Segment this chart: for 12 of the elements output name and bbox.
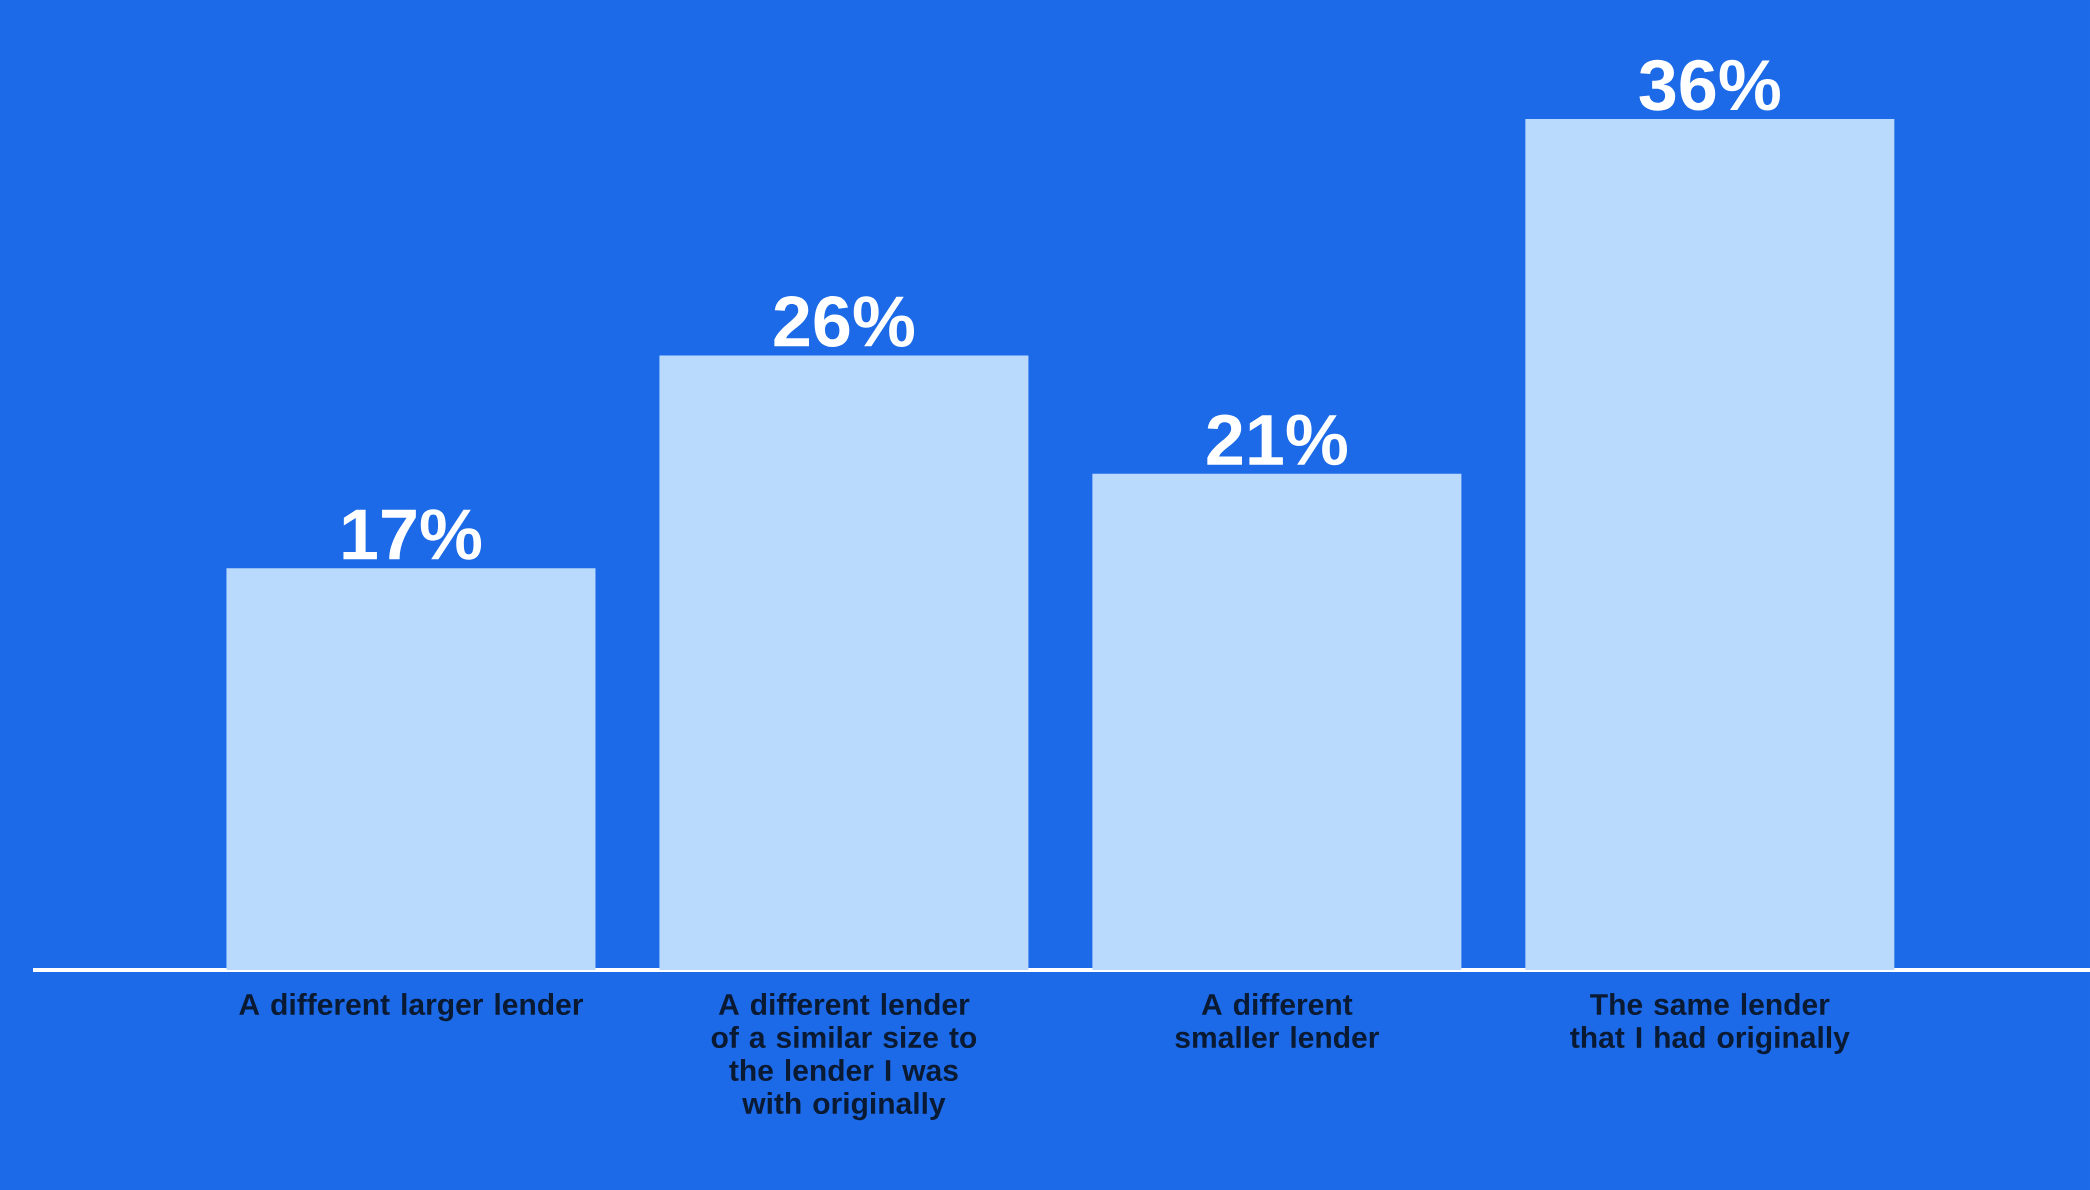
data-label: 26% [774, 296, 915, 348]
bar [1525, 119, 1895, 970]
bar [659, 355, 1029, 970]
x-tick-label: A different lender of a similar size to the lender I was with originally [711, 993, 977, 1121]
data-label: 17% [343, 509, 482, 560]
data-label: 21% [1207, 414, 1347, 466]
x-tick-label: A different smaller lender [1175, 993, 1379, 1049]
bar [226, 568, 596, 970]
data-label: 36% [1639, 59, 1780, 111]
x-tick-label: A different larger lender [239, 993, 584, 1022]
bar [1092, 473, 1462, 970]
x-tick-label: The same lender that I had originally [1570, 993, 1850, 1055]
